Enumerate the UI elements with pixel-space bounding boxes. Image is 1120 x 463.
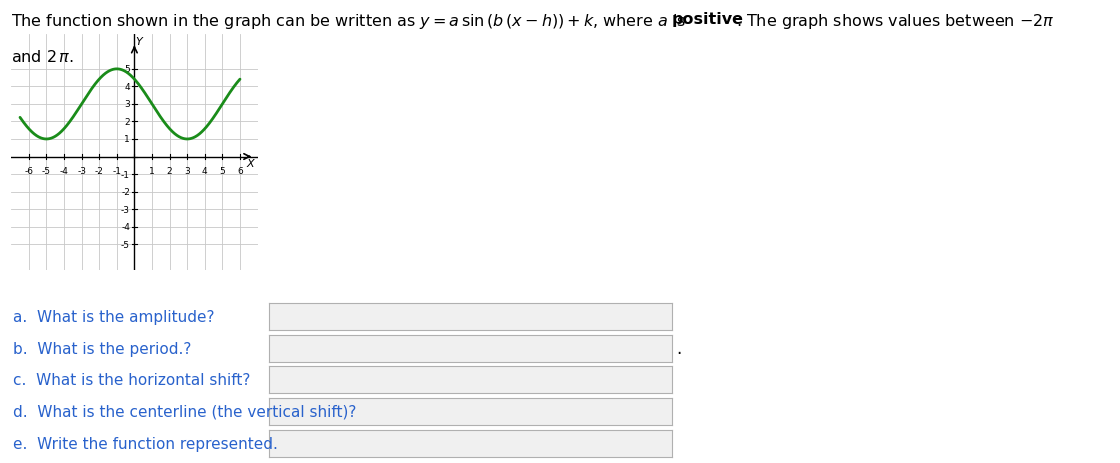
Text: -2: -2	[121, 188, 130, 197]
Text: -4: -4	[121, 223, 130, 232]
Text: The function shown in the graph can be written as $y = a\,\mathrm{sin}\,(b\,(x -: The function shown in the graph can be w…	[11, 12, 688, 31]
Text: -5: -5	[121, 240, 130, 249]
Text: 4: 4	[202, 167, 207, 176]
Text: positive: positive	[672, 12, 744, 26]
Text: -5: -5	[41, 167, 50, 176]
Text: 5: 5	[220, 167, 225, 176]
Text: 6: 6	[237, 167, 243, 176]
Text: 2: 2	[124, 118, 130, 127]
Text: 1: 1	[149, 167, 155, 176]
Text: -4: -4	[59, 167, 68, 176]
Text: 3: 3	[185, 167, 190, 176]
Text: Y: Y	[136, 37, 142, 47]
Text: -3: -3	[77, 167, 86, 176]
Text: a.  What is the amplitude?: a. What is the amplitude?	[13, 310, 215, 325]
Text: 1: 1	[124, 135, 130, 144]
Text: -3: -3	[121, 205, 130, 214]
Text: c.  What is the horizontal shift?: c. What is the horizontal shift?	[13, 373, 251, 388]
Text: and $2\,\pi$.: and $2\,\pi$.	[11, 49, 74, 64]
Text: 3: 3	[124, 100, 130, 109]
Text: -6: -6	[25, 167, 34, 176]
Text: -1: -1	[112, 167, 121, 176]
Text: 2: 2	[167, 167, 172, 176]
Text: e.  Write the function represented.: e. Write the function represented.	[13, 436, 278, 450]
Text: b.  What is the period.?: b. What is the period.?	[13, 341, 192, 356]
Text: -2: -2	[95, 167, 104, 176]
Text: X: X	[246, 159, 254, 169]
Text: -1: -1	[121, 170, 130, 179]
Text: 5: 5	[124, 65, 130, 74]
Text: . The graph shows values between $-2\pi$: . The graph shows values between $-2\pi$	[736, 12, 1054, 31]
Text: d.  What is the centerline (the vertical shift)?: d. What is the centerline (the vertical …	[13, 404, 357, 419]
Text: 4: 4	[124, 83, 130, 92]
Text: .: .	[676, 340, 682, 357]
